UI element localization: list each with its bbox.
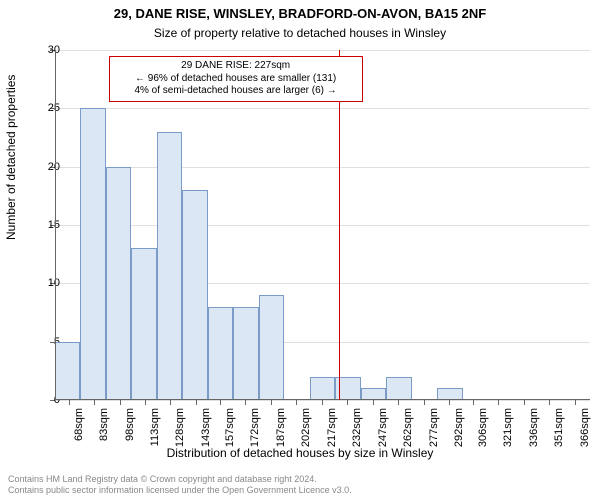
histogram-bar (259, 295, 284, 400)
footer-line1: Contains HM Land Registry data © Crown c… (8, 474, 352, 485)
x-tick-mark (424, 400, 425, 405)
x-tick-label: 351sqm (553, 408, 565, 447)
x-tick-mark (322, 400, 323, 405)
x-tick-label: 128sqm (174, 408, 186, 447)
x-tick-mark (524, 400, 525, 405)
x-axis-line (55, 399, 590, 400)
x-tick-mark (373, 400, 374, 405)
histogram-bar (106, 167, 131, 400)
x-tick-mark (296, 400, 297, 405)
footer: Contains HM Land Registry data © Crown c… (8, 474, 352, 496)
x-tick-label: 306sqm (477, 408, 489, 447)
annotation-line3: 4% of semi-detached houses are larger (6… (116, 85, 356, 98)
x-tick-mark (245, 400, 246, 405)
x-tick-mark (69, 400, 70, 405)
x-tick-label: 232sqm (351, 408, 363, 447)
histogram-bar (310, 377, 335, 400)
histogram-bar (386, 377, 411, 400)
x-tick-label: 68sqm (73, 408, 85, 441)
chart-title: 29, DANE RISE, WINSLEY, BRADFORD-ON-AVON… (0, 6, 600, 21)
x-tick-mark (498, 400, 499, 405)
x-tick-mark (170, 400, 171, 405)
x-tick-label: 217sqm (326, 408, 338, 447)
annotation-line1: 29 DANE RISE: 227sqm (116, 60, 356, 73)
x-tick-mark (120, 400, 121, 405)
x-tick-label: 113sqm (149, 408, 161, 446)
x-tick-label: 83sqm (98, 408, 110, 441)
x-tick-label: 336sqm (528, 408, 540, 447)
x-tick-label: 187sqm (275, 408, 287, 447)
x-tick-label: 292sqm (453, 408, 465, 447)
x-tick-mark (196, 400, 197, 405)
chart-container: 29, DANE RISE, WINSLEY, BRADFORD-ON-AVON… (0, 0, 600, 500)
annotation-line2: ← 96% of detached houses are smaller (13… (116, 73, 356, 86)
x-tick-label: 143sqm (200, 408, 212, 447)
x-axis-label: Distribution of detached houses by size … (0, 446, 600, 460)
histogram-bar (131, 248, 156, 400)
x-tick-mark (398, 400, 399, 405)
y-axis-line (55, 50, 56, 400)
annotation-box: 29 DANE RISE: 227sqm ← 96% of detached h… (109, 56, 363, 102)
x-tick-label: 321sqm (502, 408, 514, 447)
histogram-bar (208, 307, 233, 400)
histogram-bar (55, 342, 80, 400)
histogram-bar (233, 307, 258, 400)
x-tick-label: 366sqm (579, 408, 591, 447)
x-tick-label: 157sqm (224, 408, 236, 447)
x-tick-label: 202sqm (300, 408, 312, 447)
x-tick-label: 247sqm (377, 408, 389, 447)
histogram-bar (157, 132, 182, 400)
marker-line (339, 50, 340, 400)
x-tick-mark (220, 400, 221, 405)
x-tick-label: 262sqm (402, 408, 414, 447)
x-tick-mark (575, 400, 576, 405)
histogram-bar (182, 190, 207, 400)
y-axis-label: Number of detached properties (4, 75, 18, 240)
x-tick-mark (347, 400, 348, 405)
chart-subtitle: Size of property relative to detached ho… (0, 26, 600, 40)
x-tick-label: 172sqm (249, 408, 261, 447)
x-tick-mark (473, 400, 474, 405)
x-tick-mark (271, 400, 272, 405)
plot-area (55, 50, 590, 400)
histogram-bar (80, 108, 105, 400)
x-tick-mark (145, 400, 146, 405)
x-tick-label: 98sqm (124, 408, 136, 441)
x-tick-mark (449, 400, 450, 405)
footer-line2: Contains public sector information licen… (8, 485, 352, 496)
x-tick-label: 277sqm (428, 408, 440, 447)
x-tick-mark (94, 400, 95, 405)
x-tick-mark (549, 400, 550, 405)
